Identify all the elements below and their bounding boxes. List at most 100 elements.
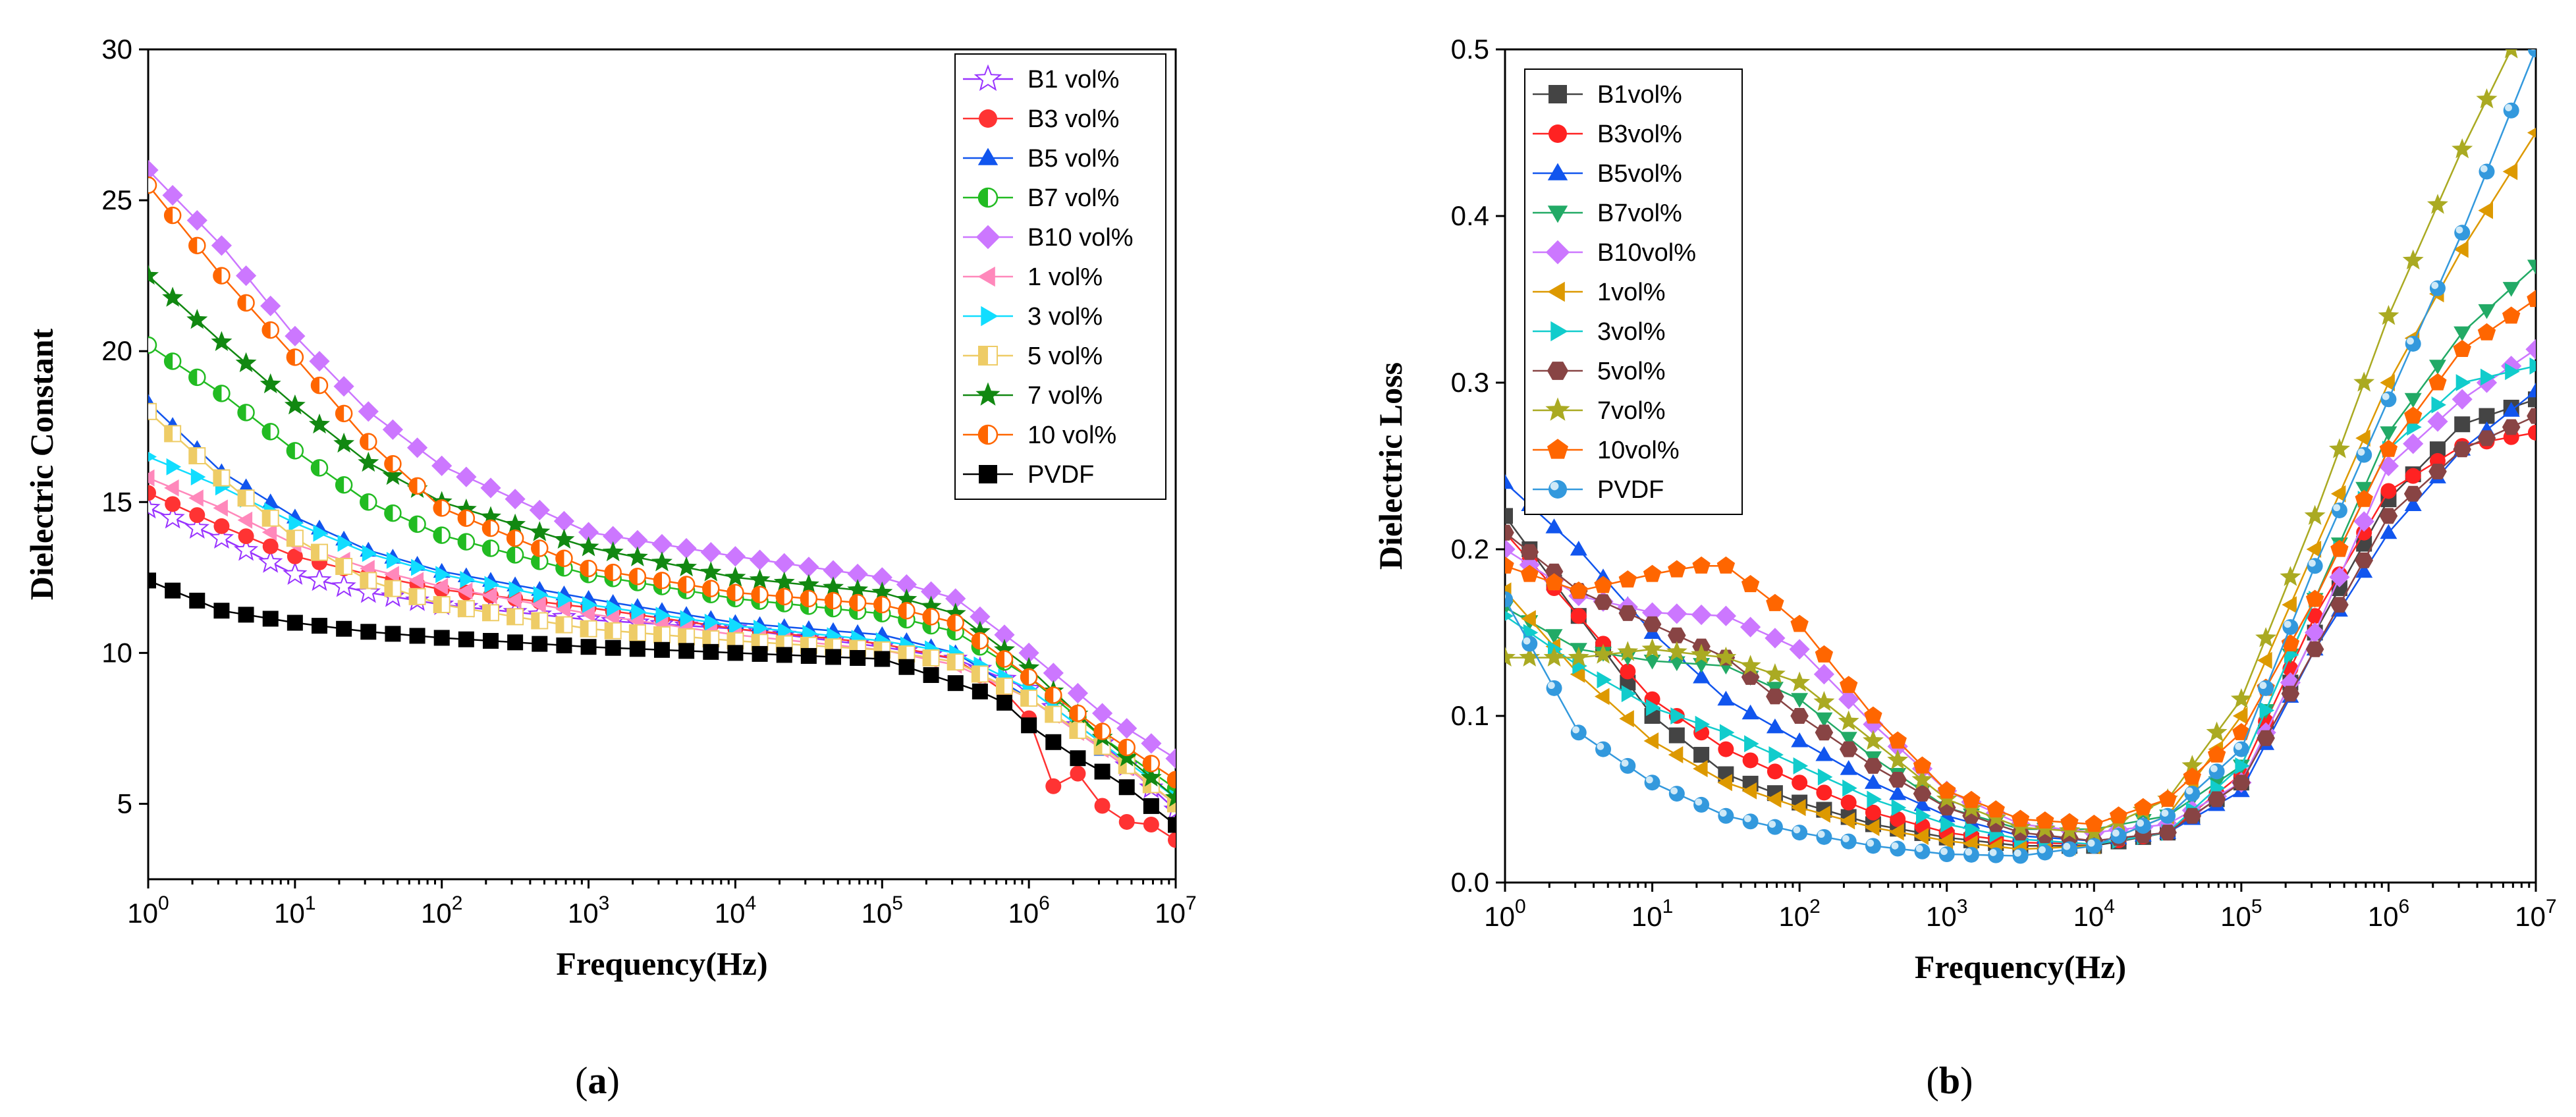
data-point [2477,430,2496,447]
data-point [1691,604,1712,626]
data-point [189,592,206,609]
data-point [2380,374,2395,391]
data-point [726,584,744,601]
data-point [580,559,597,578]
data-point [2525,0,2546,9]
data-point [604,563,622,582]
data-point [970,606,991,627]
data-point [1505,508,1513,524]
data-point [800,647,817,664]
data-point [213,385,231,402]
data-point [333,432,355,453]
data-point [164,425,182,443]
plot-area [1505,0,2546,864]
legend-marker [1548,480,1567,499]
data-point [2405,335,2421,352]
data-point [651,533,672,555]
data-point [433,526,451,544]
data-point [969,620,991,641]
legend-item: 10vol% [1533,437,1680,464]
series-B10 vol% [148,159,1176,769]
data-point [2331,502,2347,518]
data-point [631,603,646,620]
data-point [362,545,377,562]
data-point [728,617,744,635]
data-point [2476,88,2498,109]
data-point [1505,591,1513,607]
data-point [1741,704,1759,720]
data-point [1717,774,1732,792]
data-point [307,567,332,591]
data-point [654,641,670,658]
data-point [874,651,891,667]
data-point [1865,804,1881,821]
legend-label: B3vol% [1597,121,1682,148]
data-point [382,419,403,440]
x-tick-label: 104 [715,892,756,929]
data-point [148,264,159,285]
data-point [1597,671,1612,689]
data-point [1889,823,1904,841]
y-tick-label: 20 [101,335,132,366]
legend-marker [978,346,998,366]
data-point [1620,757,1636,774]
data-point [1668,727,1685,744]
y-tick-label: 5 [117,788,132,819]
x-tick-label: 106 [1008,892,1049,929]
data-point [1618,570,1637,587]
data-point [2477,323,2496,341]
data-point [1693,796,1710,813]
data-point [1766,688,1784,705]
plot-area [148,159,1176,848]
legend-marker [979,109,997,128]
data-point [2330,539,2349,557]
data-point [186,309,208,329]
data-point [310,376,329,395]
data-point [1888,772,1907,788]
data-point [2428,373,2447,391]
series-PVDF [1505,49,2536,864]
data-point [233,537,259,561]
data-point [213,267,231,285]
data-point [313,524,328,542]
data-point [1864,757,1882,774]
plot-frame [1504,48,2537,884]
data-point [481,519,500,537]
legend-item: B10vol% [1533,239,1696,267]
data-point [2328,438,2350,458]
data-point [2062,841,2078,858]
data-point [1741,782,1757,800]
data-point [1791,799,1806,817]
data-point [607,599,622,617]
legend-label: B10vol% [1597,239,1696,267]
data-point [209,525,234,549]
data-point [1643,655,1661,670]
data-point [1505,556,1514,574]
data-point [749,568,771,589]
data-point [309,413,330,434]
data-point [629,641,645,657]
data-point [2353,371,2375,392]
data-point [2380,426,2398,441]
data-point [921,581,942,602]
data-point [507,634,524,651]
data-point [1816,784,1832,801]
data-point [2355,552,2373,568]
data-point [2503,102,2519,119]
data-point [165,496,181,512]
legend-label: B10 vol% [1028,224,1134,252]
data-point [752,645,768,662]
data-point [1691,643,1713,664]
data-point [920,595,942,616]
data-point [1545,518,1563,533]
data-point [2428,464,2447,479]
y-tick-label: 0.2 [1451,533,1489,564]
x-tick-label: 106 [2368,896,2409,932]
legend-item: 5 vol% [963,342,1103,370]
legend-marker [1547,163,1568,180]
data-point [1118,738,1136,757]
data-point [2085,815,2103,832]
data-point [213,469,231,487]
data-point [922,608,940,626]
